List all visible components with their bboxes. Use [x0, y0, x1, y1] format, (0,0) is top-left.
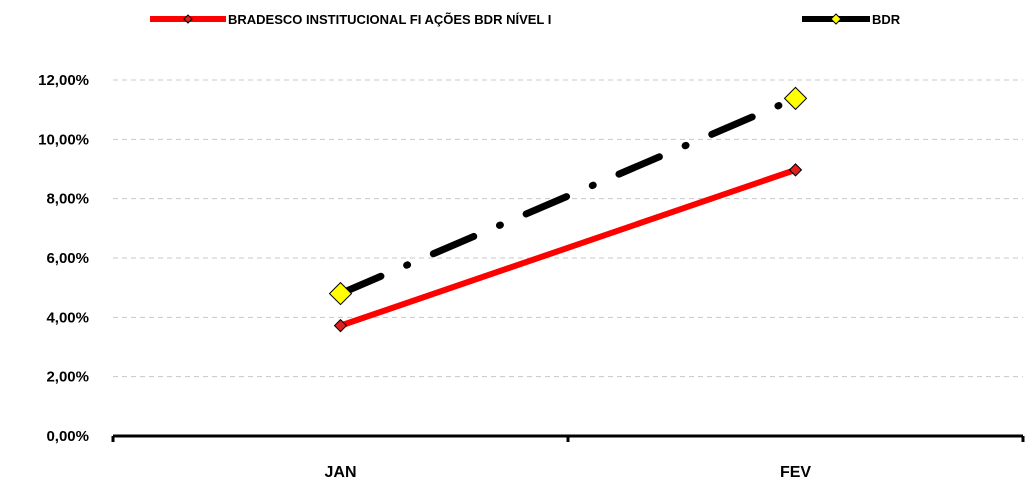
legend-item: BRADESCO INSTITUCIONAL FI AÇÕES BDR NÍVE… [150, 12, 551, 27]
x-tick-label: FEV [780, 464, 811, 480]
legend-label: BRADESCO INSTITUCIONAL FI AÇÕES BDR NÍVE… [228, 12, 551, 27]
legend-label: BDR [872, 12, 901, 27]
y-tick-label: 10,00% [38, 131, 89, 148]
x-axis: JAN FEV [111, 434, 1025, 480]
series-fund [333, 163, 803, 333]
legend-item: BDR [802, 12, 901, 27]
gridlines [113, 79, 1023, 378]
series-bdr [328, 86, 808, 306]
legend-marker [830, 13, 842, 25]
y-tick-label: 12,00% [38, 72, 89, 89]
x-tick-label: JAN [324, 464, 356, 480]
data-point-marker [783, 86, 808, 111]
y-tick-label: 6,00% [46, 250, 89, 267]
y-axis-tick-labels: 0,00% 2,00% 4,00% 6,00% 8,00% 10,00% 12,00% [38, 72, 89, 445]
series-layer [328, 86, 808, 333]
legend-marker [183, 14, 193, 24]
y-tick-label: 2,00% [46, 369, 89, 386]
data-point-marker [333, 318, 348, 333]
y-tick-label: 8,00% [46, 191, 89, 208]
data-point-marker [788, 163, 803, 177]
series-line [337, 94, 799, 298]
data-point-marker [328, 281, 353, 306]
y-tick-label: 0,00% [46, 428, 89, 445]
legend: BRADESCO INSTITUCIONAL FI AÇÕES BDR NÍVE… [150, 12, 901, 27]
series-line [339, 167, 797, 329]
y-tick-label: 4,00% [46, 309, 89, 326]
